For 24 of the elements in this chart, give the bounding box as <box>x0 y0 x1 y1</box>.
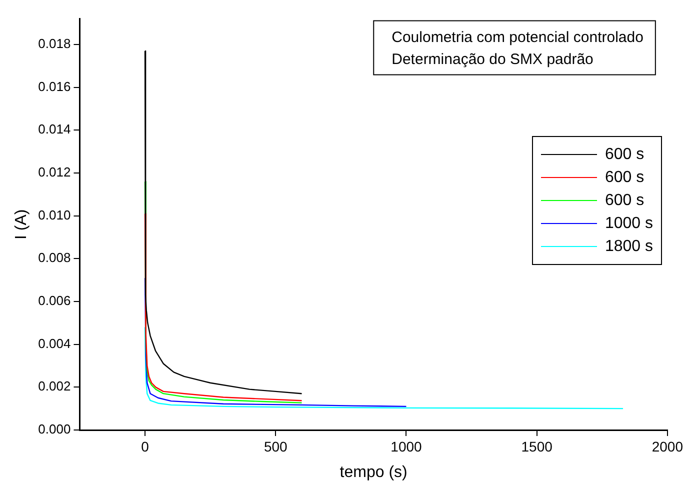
y-axis-title: I (A) <box>13 209 30 240</box>
legend-label: 600 s <box>604 168 644 186</box>
y-tick-label: 0.008 <box>38 250 71 266</box>
x-tick-label: 1500 <box>521 438 553 454</box>
annotation: Determinação do SMX padrão <box>392 50 594 68</box>
y-tick-label: 0.018 <box>38 36 71 52</box>
x-tick-label: 500 <box>264 438 288 454</box>
x-tick-label: 1000 <box>390 438 422 454</box>
annotation: Coulometria com potencial controlado <box>392 28 644 46</box>
y-tick-label: 0.006 <box>38 293 71 308</box>
legend-label: 600 s <box>604 146 644 164</box>
y-tick-label: 0.012 <box>38 164 71 180</box>
legend-label: 600 s <box>604 192 644 210</box>
y-tick-label: 0.014 <box>38 122 71 137</box>
y-tick-label: 0.004 <box>38 336 71 351</box>
legend-label: 1000 s <box>604 214 653 232</box>
x-tick-label: 0 <box>141 438 150 454</box>
x-tick-label: 2000 <box>652 438 684 454</box>
y-tick-label: 0.000 <box>38 422 71 437</box>
legend-label: 1800 s <box>604 238 653 256</box>
y-tick-label: 0.010 <box>38 207 71 222</box>
y-tick-label: 0.016 <box>38 78 71 94</box>
y-tick-label: 0.002 <box>38 378 71 394</box>
x-axis-title: tempo (s) <box>340 464 408 481</box>
